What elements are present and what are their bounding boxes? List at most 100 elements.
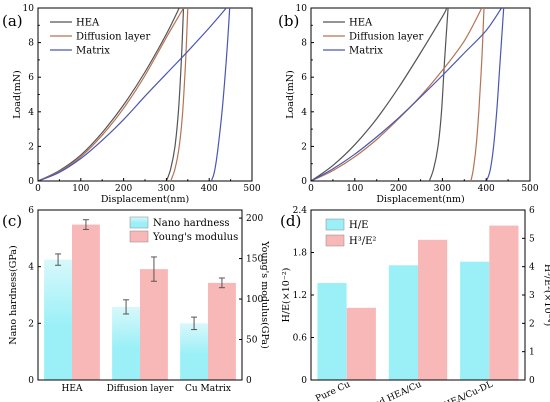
y-tick-label: 0 — [301, 177, 307, 187]
legend-swatch-1 — [129, 230, 149, 243]
x-tick-label: 400 — [478, 184, 495, 194]
y-tick-label: 2 — [28, 142, 34, 152]
bar-he-2 — [489, 225, 519, 380]
y-axis-label: Nano hardness(GPa) — [8, 245, 19, 344]
x-axis-label: Displacement(nm) — [376, 194, 464, 205]
bar-he-1 — [388, 265, 418, 381]
y2-axis-label: Young's modulus(GPa) — [259, 240, 270, 349]
legend-label-0: Nano hardness — [153, 218, 230, 229]
y-tick-label: 1.8 — [293, 249, 308, 259]
series-2-loading-curve — [37, 7, 227, 182]
y2-tick-label: 2 — [529, 319, 535, 329]
bar-he-1 — [418, 239, 448, 381]
panel-label: (d) — [280, 212, 301, 230]
panel-d: Pure Cu FSPed HEA/Cu Cu@HEA/Cu-DL 0 0.6 1.2 1.… — [280, 206, 550, 402]
legend-swatch-0 — [325, 218, 345, 231]
series-1-unloading-curve — [470, 7, 485, 182]
y-tick-label: 6 — [28, 73, 34, 83]
x-axis-label: Displacement(nm) — [101, 194, 189, 205]
y2-tick-label: 4 — [529, 263, 535, 273]
series-0-loading-curve — [37, 7, 180, 182]
category-label: HEA — [62, 384, 83, 394]
x-tick-label: 300 — [158, 184, 175, 194]
y-axis-label: Load(mN) — [285, 70, 296, 119]
x-tick-label: 200 — [390, 184, 407, 194]
y-tick-label: 8 — [28, 39, 34, 49]
bar-nanohardness-2 — [180, 323, 208, 380]
y-tick-label: 2 — [28, 319, 34, 329]
panel-label: (c) — [2, 212, 22, 230]
series-2-unloading-curve — [210, 7, 231, 182]
y2-tick-label: 150 — [246, 255, 263, 265]
y-tick-label: 10 — [23, 4, 35, 14]
y-axis-label: Load(mN) — [12, 70, 23, 119]
y-tick-label: 1.2 — [293, 291, 307, 301]
legend-swatch-0 — [129, 216, 149, 229]
y-tick-label: 2 — [301, 142, 307, 152]
x-tick-label: 200 — [115, 184, 132, 194]
plot-frame — [37, 209, 243, 381]
y2-tick-label: 100 — [246, 295, 263, 305]
series-0-unloading-curve — [165, 7, 185, 182]
y-tick-label: 0 — [301, 376, 307, 386]
legend-label-1: Diffusion layer — [349, 32, 423, 43]
panel-b: 0 100 200 300 400 500 0 2 4 6 8 10 Displacement(nm) L… — [278, 4, 539, 205]
y2-tick-label: 50 — [246, 336, 258, 346]
legend-label-2: Matrix — [76, 46, 110, 57]
panel-label: (b) — [278, 12, 299, 30]
bar-nanohardness-0 — [44, 259, 72, 380]
legend-label-0: H/E — [349, 220, 368, 231]
y-tick-label: 6 — [301, 73, 307, 83]
y-tick-label: 0 — [28, 177, 34, 187]
legend-label-1: Young's modulus — [152, 232, 238, 243]
x-tick-label: 100 — [72, 184, 89, 194]
bar-he-0 — [346, 307, 376, 381]
y2-tick-label: 5 — [529, 234, 535, 244]
x-tick-label: 400 — [201, 184, 218, 194]
x-tick-label: 100 — [346, 184, 363, 194]
legend-label-2: Matrix — [349, 46, 383, 57]
series-0-loading-curve — [310, 7, 448, 182]
bar-youngsmodulus-0 — [72, 224, 100, 380]
y-tick-label: 2.4 — [293, 206, 308, 216]
category-label: Pure Cu — [314, 380, 352, 402]
legend-label-1: Diffusion layer — [76, 32, 150, 43]
y-tick-label: 4 — [28, 263, 34, 273]
x-tick-label: 500 — [243, 184, 260, 194]
legend-label-1: H³/E² — [349, 236, 376, 247]
y2-tick-label: 1 — [529, 348, 535, 358]
y-tick-label: 6 — [28, 206, 34, 216]
y-tick-label: 4 — [28, 108, 34, 118]
y2-axis-label: H³/E²(×10⁻⁴) — [542, 264, 550, 326]
category-label: Cu Matrix — [185, 384, 231, 394]
legend-label-0: HEA — [349, 18, 373, 29]
y2-tick-label: 3 — [529, 291, 535, 301]
x-tick-label: 300 — [434, 184, 451, 194]
y2-tick-label: 0 — [246, 376, 252, 386]
y-tick-label: 10 — [296, 4, 308, 14]
y-tick-label: 0.6 — [293, 334, 308, 344]
series-1-unloading-curve — [170, 7, 189, 182]
bar-youngsmodulus-1 — [140, 269, 168, 380]
x-tick-label: 0 — [308, 184, 314, 194]
bar-youngsmodulus-2 — [208, 282, 236, 380]
category-label: Cu@HEA/Cu-DL — [423, 380, 495, 402]
y-tick-label: 8 — [301, 39, 307, 49]
y-tick-label: 0 — [28, 376, 34, 386]
y2-tick-label: 0 — [529, 376, 535, 386]
y2-tick-label: 200 — [246, 214, 263, 224]
bar-he-2 — [460, 261, 490, 380]
y2-tick-label: 6 — [529, 206, 535, 216]
panel-label: (a) — [2, 12, 23, 30]
legend-swatch-1 — [325, 234, 345, 247]
series-1-loading-curve — [37, 7, 185, 182]
bar-nanohardness-1 — [112, 306, 140, 380]
series-2-loading-curve — [310, 7, 502, 182]
x-tick-label: 500 — [521, 184, 538, 194]
series-0-unloading-curve — [428, 7, 449, 182]
bar-he-0 — [317, 283, 347, 380]
panel-a: 0 100 200 300 400 500 0 2 4 6 8 10 Displacement(nm) L… — [2, 4, 261, 205]
panel-c: HEA Diffusion layer Cu Matrix 0 2 4 6 0 50 100 150… — [2, 206, 270, 394]
y-axis-label: H/E(×10⁻²) — [281, 268, 292, 323]
